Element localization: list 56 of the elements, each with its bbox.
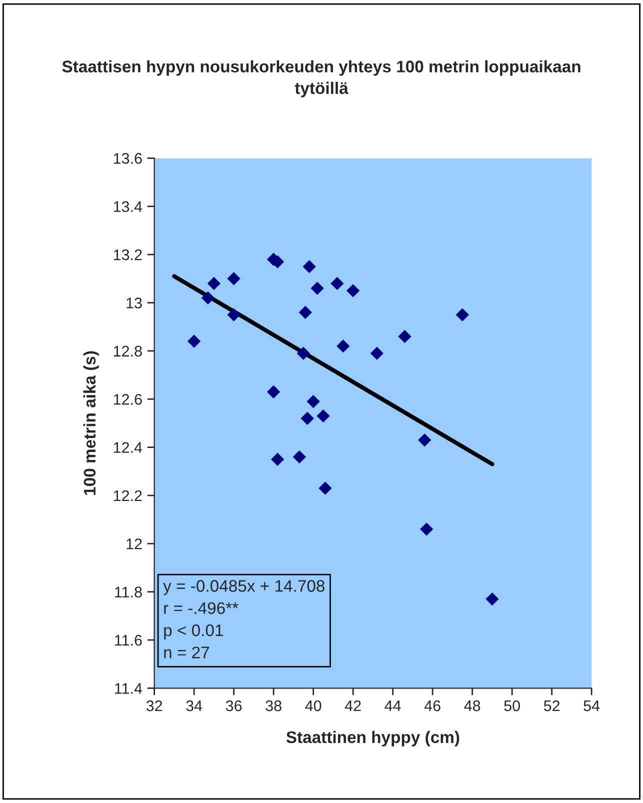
x-tick-label: 42: [344, 700, 361, 712]
y-tick-label: 13: [126, 298, 142, 308]
x-axis-title: Staattinen hyppy (cm): [286, 730, 460, 746]
annotation: y = -0.0485x + 14.708: [163, 580, 324, 596]
y-tick-label: 12.4: [114, 442, 142, 453]
point: [266, 385, 280, 398]
y-tick-label: 13.6: [114, 153, 142, 164]
point: [486, 592, 499, 606]
y-axis-title: 100 metrin aika (s): [83, 351, 99, 495]
annotation: p < 0.01: [164, 624, 223, 640]
annotation: r = -.496**: [164, 602, 238, 614]
point: [227, 308, 240, 322]
y-tick-label: 12.2: [114, 490, 142, 501]
point: [318, 482, 332, 495]
point: [300, 412, 314, 425]
x-tick-label: 44: [384, 700, 401, 712]
point: [398, 330, 412, 344]
x-tick-label: 40: [305, 700, 322, 712]
point: [302, 260, 316, 274]
x-tick-label: 50: [504, 700, 520, 712]
point: [292, 450, 306, 464]
point: [316, 409, 330, 423]
x-tick-label: 54: [584, 700, 600, 712]
y-tick-label: 11.4: [115, 683, 142, 694]
point: [270, 452, 284, 466]
y-tick-label: 13.2: [114, 249, 142, 260]
point: [306, 394, 320, 408]
point: [370, 346, 384, 360]
x-tick-label: 52: [544, 700, 560, 712]
point: [310, 282, 324, 295]
x-tick-label: 32: [146, 700, 162, 712]
point: [207, 276, 221, 290]
x-tick-label: 38: [266, 700, 282, 712]
y-tick-label: 13.4: [114, 201, 142, 212]
y-tick-label: 12.8: [114, 346, 142, 357]
y-tick-label: 11.6: [115, 634, 142, 646]
x-tick-label: 34: [186, 700, 202, 712]
point: [330, 276, 344, 290]
x-tick-label: 46: [424, 700, 440, 712]
point: [298, 306, 312, 319]
point: [456, 308, 469, 322]
point: [418, 433, 432, 447]
y-tick-label: 11.8: [115, 586, 142, 598]
point: [227, 272, 240, 286]
point: [336, 340, 350, 353]
annotation: n = 27: [164, 646, 210, 658]
x-tick-label: 48: [464, 700, 480, 712]
point: [201, 291, 215, 304]
y-tick-label: 12: [126, 538, 142, 550]
point: [346, 284, 360, 298]
point: [296, 346, 310, 360]
x-tick-label: 36: [226, 700, 242, 712]
point: [187, 334, 201, 348]
y-tick-label: 12.6: [114, 394, 142, 405]
chart-title: Staattisen hypyn nousukorkeuden yhteys 100 metrin loppuaikaan tytöillä: [62, 60, 580, 98]
point: [420, 522, 434, 536]
